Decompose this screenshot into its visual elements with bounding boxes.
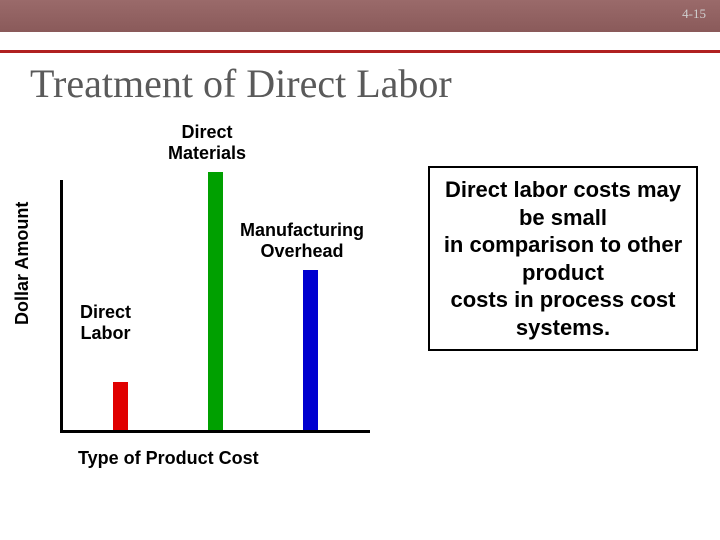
top-band — [0, 0, 720, 32]
slide-container: 4-15 Treatment of Direct Labor Dollar Am… — [0, 0, 720, 540]
bar-label-direct_materials: DirectMaterials — [168, 122, 246, 163]
bar-manufacturing_overhead — [303, 270, 318, 430]
x-axis-line — [60, 430, 370, 433]
x-axis-label: Type of Product Cost — [78, 448, 259, 469]
y-axis-label: Dollar Amount — [12, 202, 33, 325]
bar-direct_materials — [208, 172, 223, 430]
bar-direct_labor — [113, 382, 128, 430]
callout-box: Direct labor costs may be smallin compar… — [428, 166, 698, 351]
page-title: Treatment of Direct Labor — [30, 60, 452, 107]
accent-line — [0, 50, 720, 53]
y-axis-line — [60, 180, 63, 430]
bar-label-manufacturing_overhead: ManufacturingOverhead — [240, 220, 364, 261]
bar-chart: Dollar Amount Type of Product Cost Direc… — [18, 150, 418, 480]
bar-label-direct_labor: DirectLabor — [80, 302, 131, 343]
page-number: 4-15 — [682, 6, 706, 22]
callout-text: Direct labor costs may be smallin compar… — [444, 177, 682, 340]
